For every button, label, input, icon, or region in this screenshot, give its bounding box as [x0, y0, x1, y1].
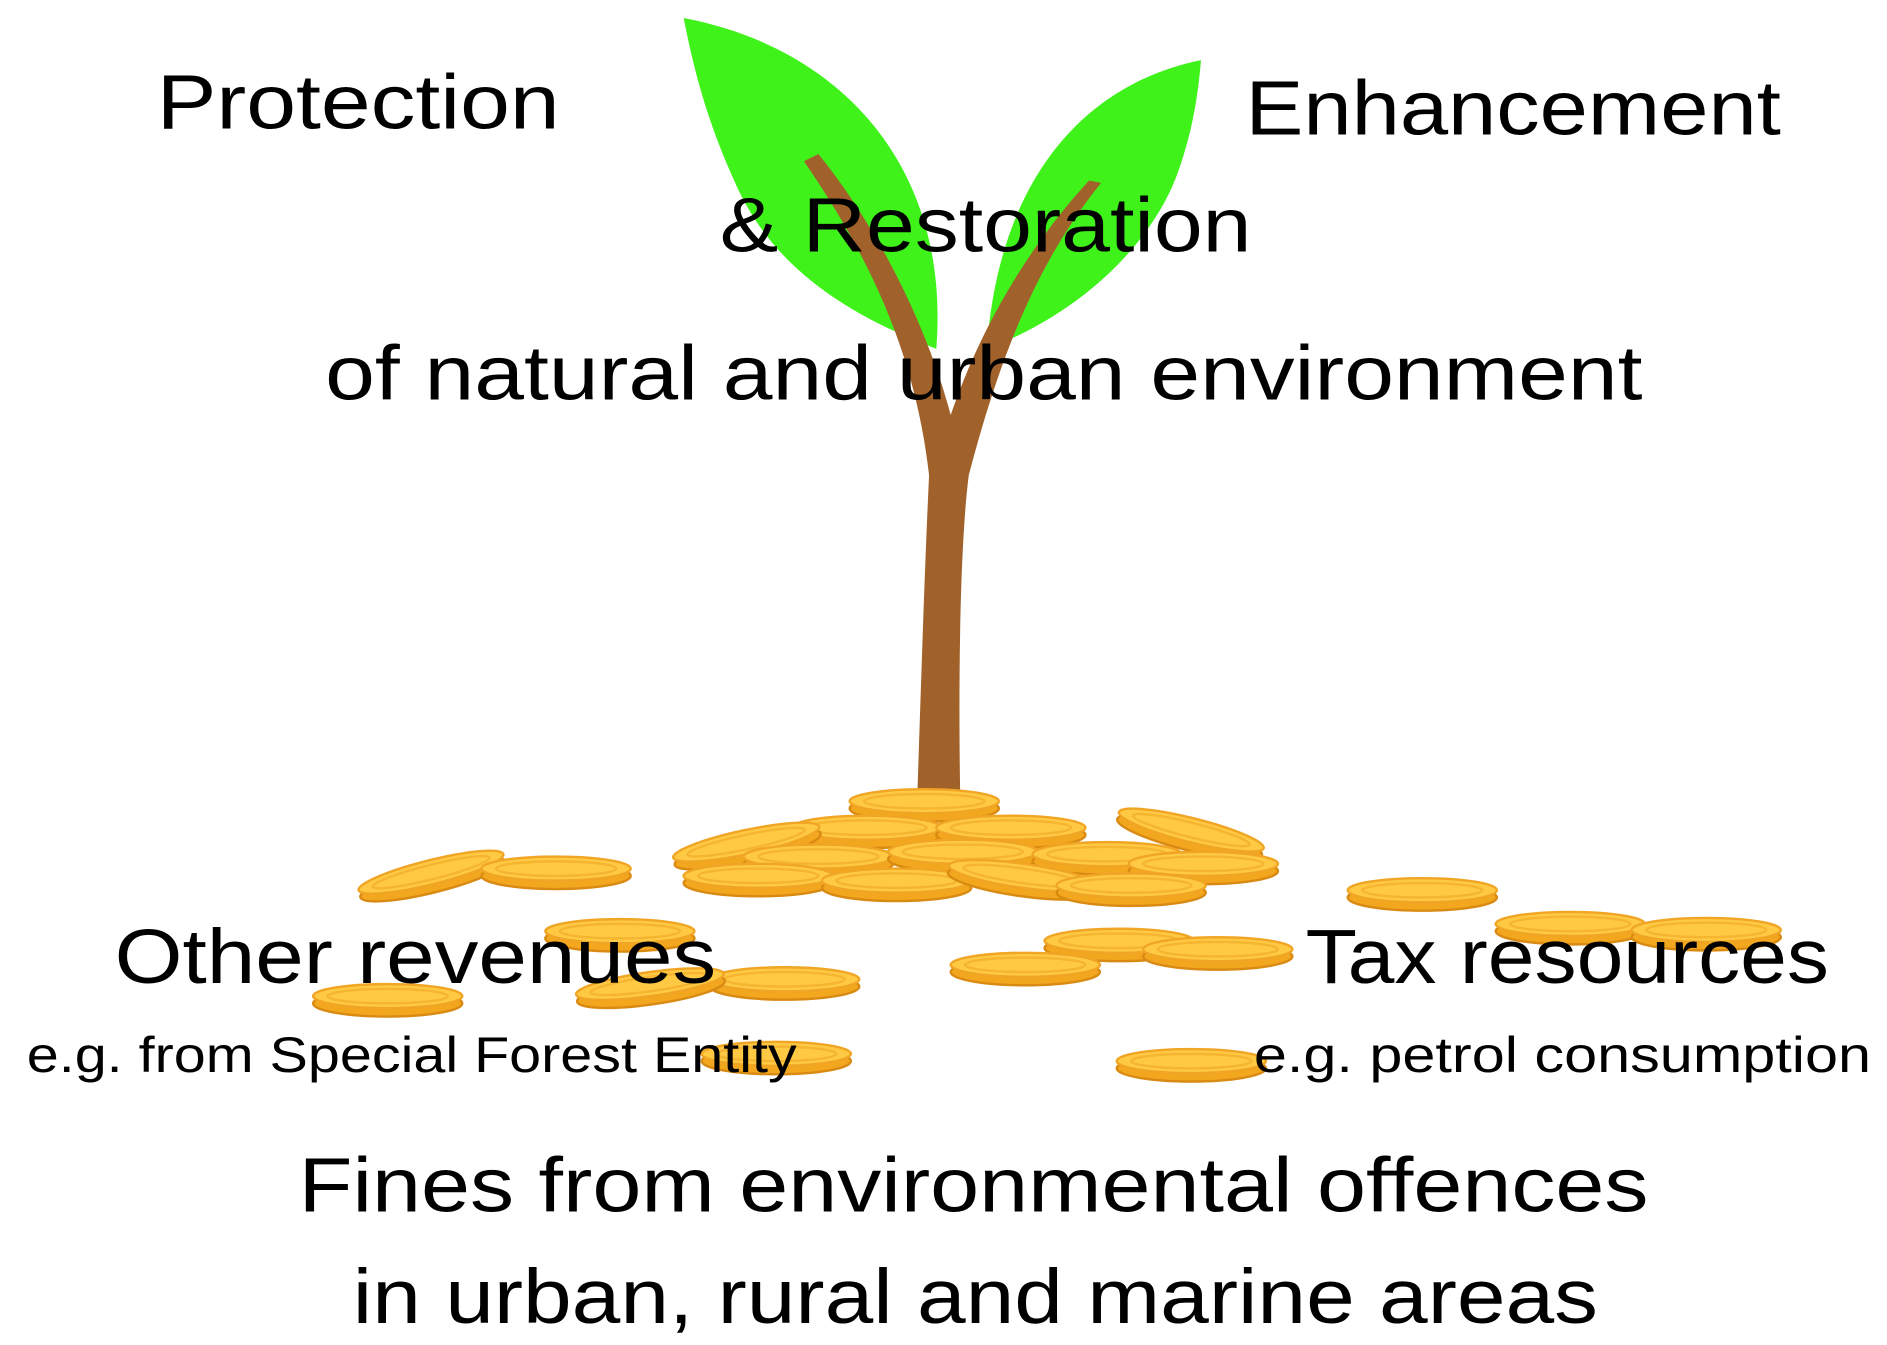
left-source-title: Other revenues	[115, 914, 717, 1000]
left-source-example: e.g. from Special Forest Entity	[27, 1026, 798, 1083]
right-source-example: e.g. petrol consumption	[1254, 1026, 1871, 1083]
bottom-source-line1: Fines from environmental offences	[299, 1142, 1649, 1228]
top-middle-label: & Restoration	[720, 182, 1252, 268]
top-left-label: Protection	[157, 60, 560, 146]
diagram: Protection Enhancement & Restoration of …	[0, 0, 1887, 1345]
page: {"diagram": { "top": {"left": "Protectio…	[0, 0, 1887, 1345]
right-source-title: Tax resources	[1306, 914, 1829, 1000]
top-right-label: Enhancement	[1245, 66, 1780, 152]
bottom-source-line2: in urban, rural and marine areas	[353, 1254, 1598, 1340]
subject-label: of natural and urban environment	[325, 330, 1642, 416]
